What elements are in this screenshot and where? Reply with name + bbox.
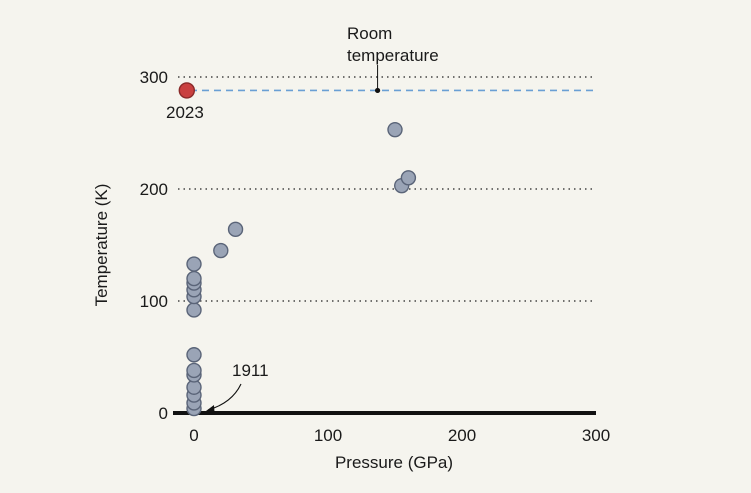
x-tick-labels: 0 100 200 300 bbox=[189, 426, 610, 445]
data-point bbox=[186, 302, 202, 318]
data-point bbox=[186, 256, 202, 272]
label-2023: 2023 bbox=[166, 103, 204, 122]
x-tick-label: 100 bbox=[314, 426, 342, 445]
gridlines bbox=[178, 76, 596, 302]
room-temperature-marker bbox=[374, 87, 381, 94]
data-point bbox=[186, 347, 202, 363]
data-point bbox=[387, 121, 403, 138]
y-tick-label: 300 bbox=[140, 68, 168, 87]
data-point bbox=[186, 362, 202, 379]
room-temperature-label: temperature bbox=[347, 46, 439, 65]
data-point bbox=[227, 221, 244, 238]
room-temperature-label: Room bbox=[347, 24, 392, 43]
x-tick-label: 200 bbox=[448, 426, 476, 445]
data-point bbox=[186, 270, 202, 287]
data-point bbox=[400, 170, 417, 186]
arrowhead-1911 bbox=[206, 405, 215, 412]
y-tick-labels: 0 100 200 300 bbox=[140, 68, 168, 423]
y-tick-label: 100 bbox=[140, 292, 168, 311]
data-point-2023 bbox=[178, 82, 196, 99]
label-1911: 1911 bbox=[232, 361, 269, 380]
y-axis-title: Temperature (K) bbox=[92, 184, 111, 307]
annotations: Room temperature 2023 1911 bbox=[166, 24, 439, 412]
data-points bbox=[178, 82, 417, 417]
data-point bbox=[213, 242, 229, 259]
x-tick-label: 0 bbox=[189, 426, 198, 445]
y-tick-label: 0 bbox=[159, 404, 168, 423]
x-axis-title: Pressure (GPa) bbox=[335, 453, 453, 472]
x-tick-label: 300 bbox=[582, 426, 610, 445]
y-tick-label: 200 bbox=[140, 180, 168, 199]
